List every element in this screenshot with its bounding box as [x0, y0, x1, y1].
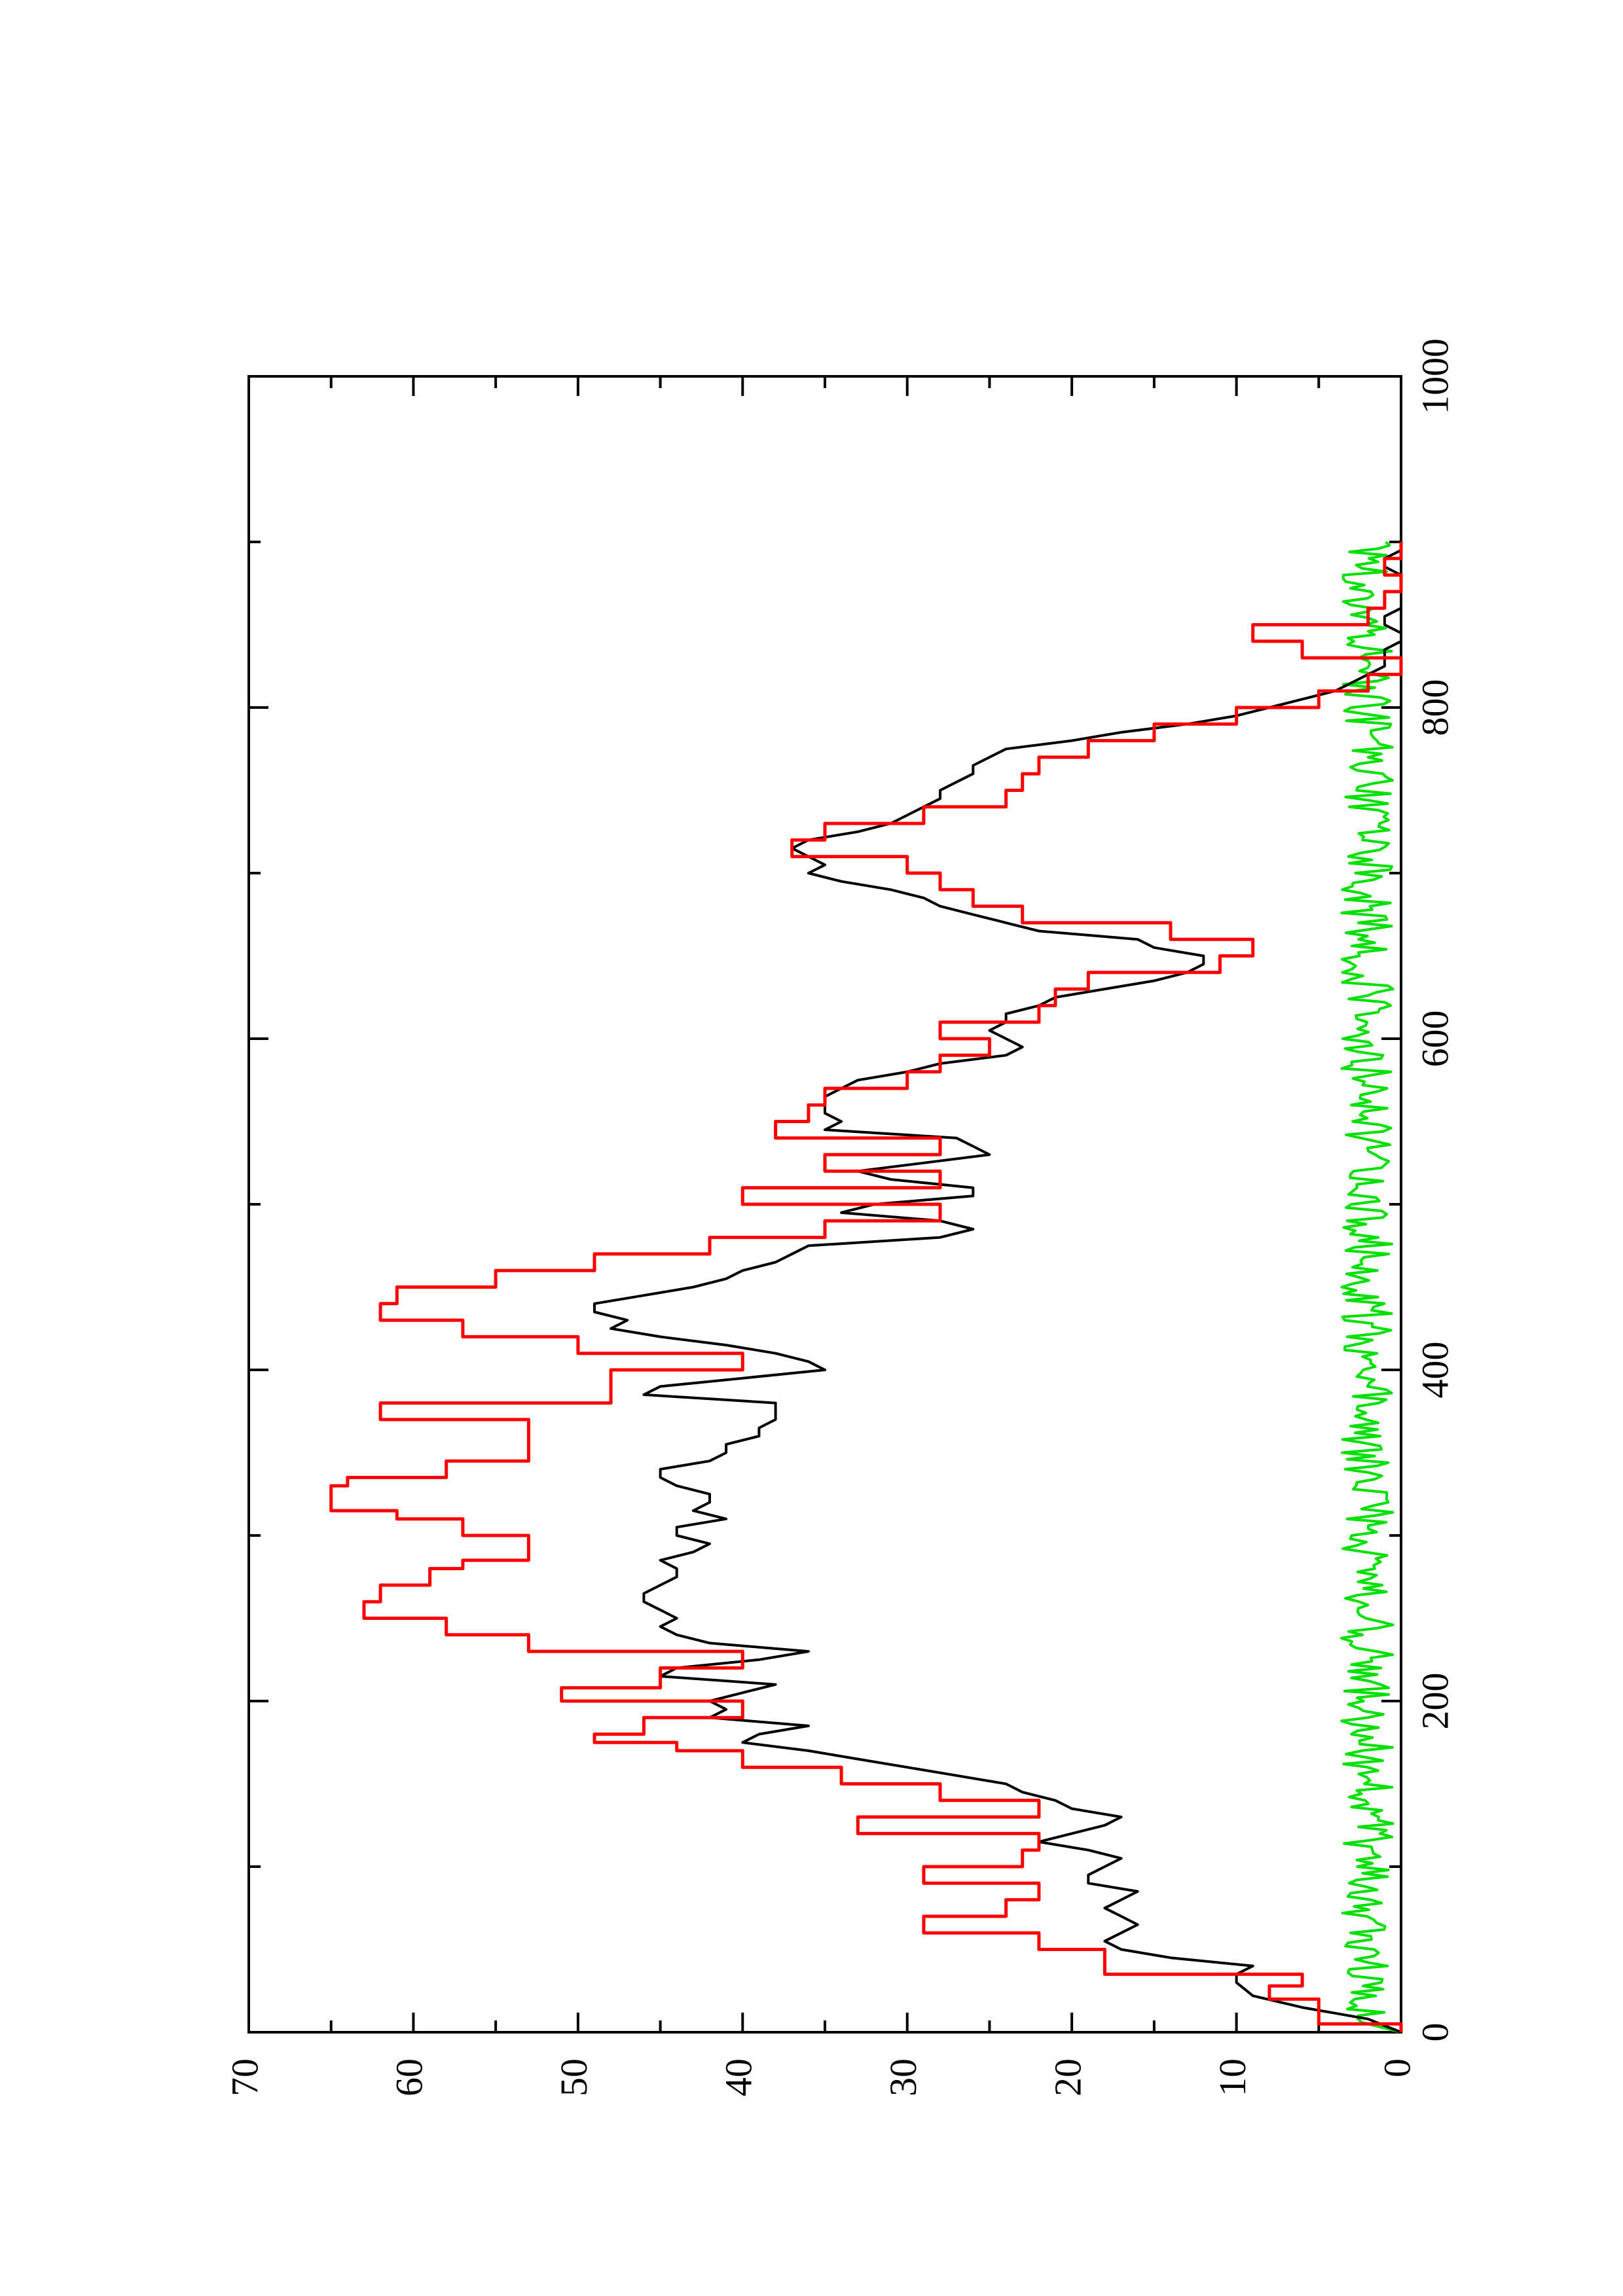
y-tick-label: 20	[1046, 2058, 1089, 2096]
series-green-line	[1340, 541, 1402, 2034]
y-tick-label: 0	[1376, 2058, 1418, 2077]
y-tick-label: 30	[882, 2058, 924, 2096]
x-tick-label: 800	[1414, 679, 1457, 736]
x-tick-label: 600	[1414, 1011, 1457, 1067]
y-tick-label: 70	[223, 2058, 266, 2096]
y-tick-label: 10	[1211, 2058, 1254, 2096]
y-tick-label: 40	[718, 2058, 760, 2096]
x-tick-label: 400	[1414, 1342, 1457, 1399]
x-tick-label: 1000	[1414, 338, 1457, 414]
y-tick-label: 60	[388, 2058, 431, 2096]
y-tick-label: 50	[553, 2058, 595, 2096]
x-tick-label: 200	[1414, 1673, 1457, 1730]
plot-area: 0 200 400 600 800 1000 0 10 20 30 40 50 60 70	[223, 338, 1456, 2096]
x-tick-label: 0	[1414, 2023, 1457, 2042]
series-red-line	[329, 542, 1403, 2032]
series-black-line	[593, 542, 1402, 2034]
